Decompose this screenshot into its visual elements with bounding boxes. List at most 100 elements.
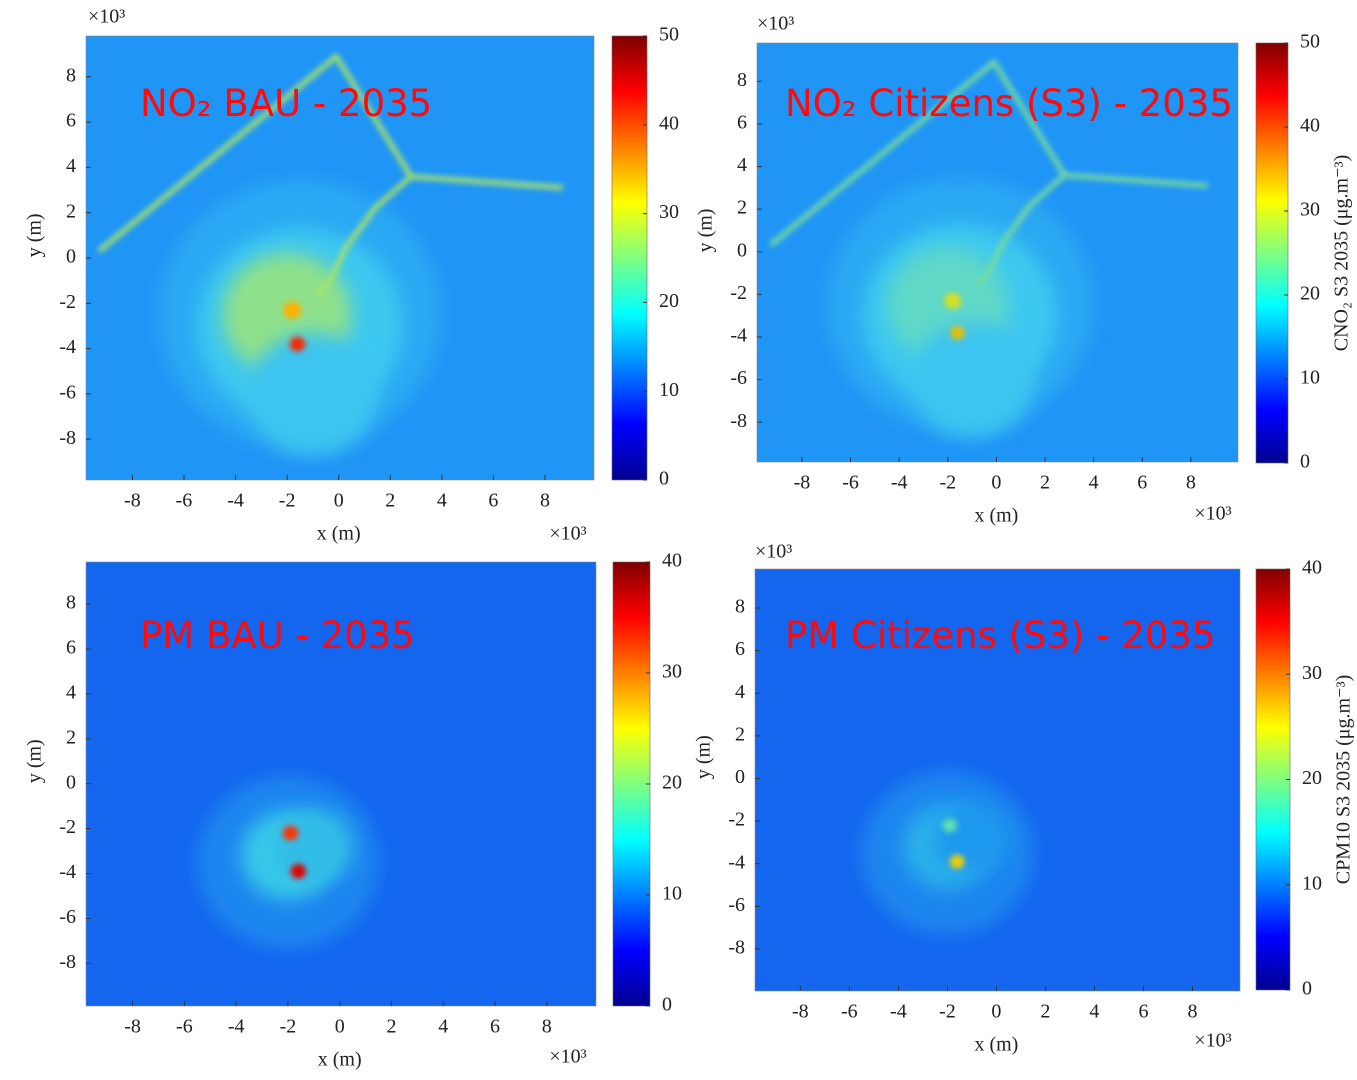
y-tick-label: -6 xyxy=(728,894,745,916)
colorbar-tick-label: 20 xyxy=(1302,767,1322,789)
x-tick-label: 6 xyxy=(1138,1001,1148,1023)
field-blob xyxy=(949,854,965,869)
colorbar-tick-label: 0 xyxy=(662,994,672,1016)
field-blob xyxy=(289,336,306,352)
y-axis-label: y (m) xyxy=(693,735,715,779)
y-tick-label: -2 xyxy=(59,291,76,313)
colorbar xyxy=(612,561,651,1007)
heatmap-field xyxy=(86,562,596,1006)
x-tick-label: 4 xyxy=(1089,472,1099,494)
x-tick-label: 8 xyxy=(1187,1001,1197,1023)
y-tick-label: -4 xyxy=(730,325,747,347)
heatmap-field xyxy=(757,43,1238,462)
x-tick-label: 6 xyxy=(488,490,498,512)
colorbar-tick-label: 30 xyxy=(1300,199,1320,221)
plot-frame xyxy=(754,568,1241,992)
x-tick-label: 2 xyxy=(1040,472,1050,494)
x-tick-label: 8 xyxy=(542,1016,552,1038)
y-tick-label: -8 xyxy=(59,951,76,973)
x-axis-label: x (m) xyxy=(974,1034,1018,1056)
y-axis-label: y (m) xyxy=(24,213,46,257)
x-tick-label: 6 xyxy=(490,1016,500,1038)
x-tick-label: 8 xyxy=(1186,472,1196,494)
x-exponent: ×10³ xyxy=(1194,1030,1231,1052)
colorbar-tick-label: 0 xyxy=(659,468,669,490)
x-tick-label: 2 xyxy=(1040,1001,1050,1023)
colorbar-tick-label: 10 xyxy=(662,883,682,905)
x-tick-label: -6 xyxy=(176,490,193,512)
x-tick-label: -8 xyxy=(124,490,141,512)
field-blob xyxy=(274,809,353,884)
field-blob xyxy=(283,301,302,319)
y-exponent: ×10³ xyxy=(88,6,125,28)
heatmap-field xyxy=(86,36,594,480)
road xyxy=(316,174,413,296)
y-tick-label: 6 xyxy=(66,110,76,132)
x-tick-label: -8 xyxy=(124,1016,141,1038)
y-tick-label: 8 xyxy=(66,592,76,614)
colorbar-tick-label: 0 xyxy=(1300,451,1310,473)
x-tick-label: 0 xyxy=(991,472,1001,494)
x-exponent: ×10³ xyxy=(1194,503,1231,525)
y-axis-label: y (m) xyxy=(695,209,717,253)
colorbar-tick-label: 30 xyxy=(662,661,682,683)
y-tick-label: 0 xyxy=(66,246,76,268)
x-axis-label: x (m) xyxy=(318,1049,362,1071)
road xyxy=(975,173,1067,288)
field-blob xyxy=(935,803,1009,874)
y-tick-label: 8 xyxy=(66,64,76,86)
x-tick-label: -4 xyxy=(227,490,244,512)
y-tick-label: 0 xyxy=(66,771,76,793)
x-tick-label: -2 xyxy=(279,490,296,512)
colorbar-tick-label: 20 xyxy=(659,290,679,312)
colorbar-tick-label: 10 xyxy=(1300,367,1320,389)
panel-title: PM BAU - 2035 xyxy=(140,614,415,657)
field-blob xyxy=(248,332,378,456)
x-tick-label: 4 xyxy=(438,1016,448,1038)
colorbar-label: CNO₂ S3 2035 (μg.m⁻³) xyxy=(1331,155,1353,351)
field-blob xyxy=(290,863,307,879)
panel-title: NO₂ BAU - 2035 xyxy=(140,82,432,125)
x-tick-label: 8 xyxy=(540,490,550,512)
y-tick-label: 4 xyxy=(735,681,745,703)
x-tick-label: 0 xyxy=(991,1001,1001,1023)
colorbar-tick-label: 10 xyxy=(1302,872,1322,894)
y-tick-label: 2 xyxy=(735,723,745,745)
x-tick-label: 4 xyxy=(437,490,447,512)
field-background xyxy=(755,569,1240,991)
x-exponent: ×10³ xyxy=(549,1046,586,1068)
y-tick-label: 4 xyxy=(66,155,76,177)
colorbar xyxy=(1255,42,1289,464)
y-tick-label: -8 xyxy=(730,410,747,432)
colorbar-tick-label: 0 xyxy=(1302,978,1312,1000)
y-tick-label: 8 xyxy=(737,69,747,91)
y-tick-label: 0 xyxy=(735,766,745,788)
x-tick-label: -6 xyxy=(842,472,859,494)
y-tick-label: 2 xyxy=(737,197,747,219)
y-tick-label: -8 xyxy=(59,427,76,449)
y-tick-label: 8 xyxy=(735,596,745,618)
colorbar-tick-label: 20 xyxy=(662,772,682,794)
y-tick-label: -6 xyxy=(59,906,76,928)
x-tick-label: 2 xyxy=(386,1016,396,1038)
x-tick-label: -2 xyxy=(280,1016,297,1038)
y-tick-label: 2 xyxy=(66,726,76,748)
y-exponent: ×10³ xyxy=(757,13,794,35)
y-tick-label: -2 xyxy=(730,282,747,304)
field-blob xyxy=(282,825,299,841)
colorbar-tick-label: 40 xyxy=(659,112,679,134)
road xyxy=(97,52,564,254)
colorbar-label: CPM10 S3 2035 (μg.m⁻³) xyxy=(1333,675,1355,885)
panel-title: NO₂ Citizens (S3) - 2035 xyxy=(785,82,1233,125)
y-axis-label: y (m) xyxy=(24,739,46,783)
y-tick-label: 6 xyxy=(66,637,76,659)
y-exponent: ×10³ xyxy=(755,541,792,563)
x-axis-label: x (m) xyxy=(974,505,1018,527)
y-tick-label: -2 xyxy=(728,809,745,831)
x-tick-label: -4 xyxy=(228,1016,245,1038)
x-tick-label: -8 xyxy=(792,1001,809,1023)
colorbar-tick-label: 40 xyxy=(1302,557,1322,579)
field-blob xyxy=(911,321,1033,438)
heatmap-field xyxy=(755,569,1240,991)
